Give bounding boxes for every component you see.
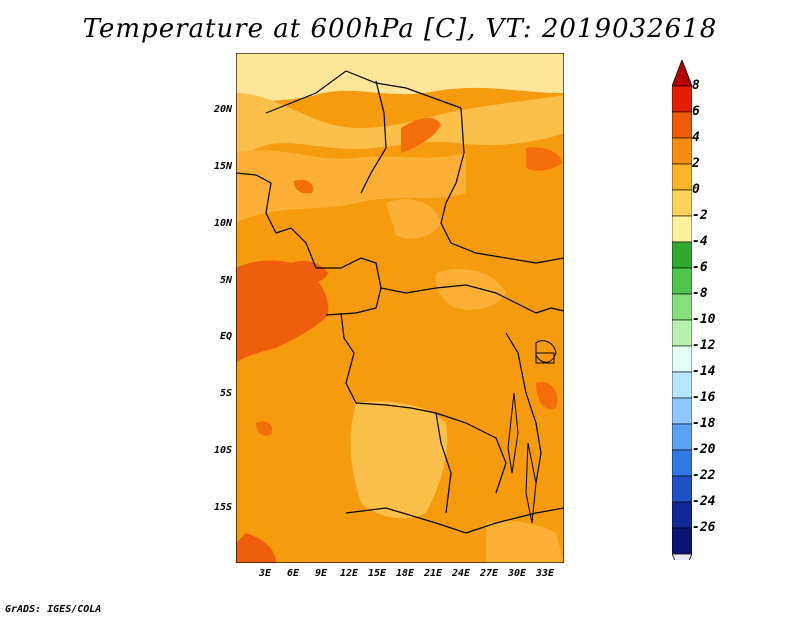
y-tick-label: EQ bbox=[219, 331, 232, 342]
colorbar-swatch bbox=[672, 241, 692, 269]
colorbar-tick-label: -24 bbox=[692, 494, 716, 509]
x-tick-label: 3E bbox=[258, 568, 272, 579]
x-tick-label: 15E bbox=[367, 568, 387, 579]
colorbar-swatch bbox=[672, 189, 692, 217]
colorbar-swatch bbox=[672, 111, 692, 139]
colorbar-swatch bbox=[672, 501, 692, 529]
colorbar-tick-label: -8 bbox=[692, 286, 708, 301]
colorbar-tick-label: -16 bbox=[692, 390, 716, 405]
colorbar-swatch bbox=[672, 475, 692, 503]
temperature-map bbox=[236, 53, 564, 563]
y-tick-label: 10S bbox=[213, 445, 232, 456]
x-tick-label: 33E bbox=[535, 568, 555, 579]
colorbar-tick-label: -2 bbox=[692, 208, 708, 223]
colorbar-swatch bbox=[672, 267, 692, 295]
x-tick-label: 6E bbox=[286, 568, 300, 579]
y-tick-label: 5S bbox=[219, 388, 232, 399]
colorbar-swatch bbox=[672, 215, 692, 243]
x-tick-label: 24E bbox=[451, 568, 471, 579]
colorbar-tick-label: 4 bbox=[692, 130, 700, 145]
x-tick-label: 9E bbox=[314, 568, 328, 579]
credit-text: GrADS: IGES/COLA bbox=[5, 604, 102, 615]
colorbar-tick-label: -4 bbox=[692, 234, 708, 249]
colorbar-tick-label: -22 bbox=[692, 468, 716, 483]
colorbar-swatch bbox=[672, 449, 692, 477]
x-tick-label: 27E bbox=[479, 568, 499, 579]
x-tick-label: 21E bbox=[423, 568, 443, 579]
colorbar-swatch bbox=[672, 163, 692, 191]
colorbar-tick-label: 0 bbox=[692, 182, 700, 197]
colorbar-swatch bbox=[672, 137, 692, 165]
colorbar-tick-label: -14 bbox=[692, 364, 716, 379]
colorbar-tick-label: 2 bbox=[692, 156, 700, 171]
colorbar-tick-label: -6 bbox=[692, 260, 708, 275]
colorbar-swatch bbox=[672, 527, 692, 555]
x-tick-label: 30E bbox=[507, 568, 527, 579]
colorbar-swatch bbox=[672, 85, 692, 113]
y-tick-label: 15N bbox=[213, 161, 232, 172]
colorbar-tick-label: 6 bbox=[692, 104, 700, 119]
y-tick-label: 20N bbox=[213, 104, 232, 115]
y-tick-label: 10N bbox=[213, 218, 232, 229]
colorbar-swatch bbox=[672, 345, 692, 373]
map-title: Temperature at 600hPa [C], VT: 201903261… bbox=[82, 14, 718, 44]
colorbar-tick-label: -10 bbox=[692, 312, 716, 327]
colorbar-bottom-arrow bbox=[672, 553, 692, 560]
colorbar-tick-label: -26 bbox=[692, 520, 716, 535]
colorbar-tick-label: -20 bbox=[692, 442, 716, 457]
colorbar-swatch bbox=[672, 397, 692, 425]
colorbar-swatch bbox=[672, 293, 692, 321]
x-tick-label: 18E bbox=[395, 568, 415, 579]
colorbar-top-arrow bbox=[672, 60, 692, 87]
colorbar-tick-label: -18 bbox=[692, 416, 716, 431]
colorbar-swatch bbox=[672, 423, 692, 451]
y-tick-label: 15S bbox=[213, 502, 232, 513]
x-tick-label: 12E bbox=[339, 568, 359, 579]
colorbar bbox=[672, 60, 692, 560]
colorbar-tick-label: 8 bbox=[692, 78, 700, 93]
colorbar-tick-label: -12 bbox=[692, 338, 716, 353]
y-tick-label: 5N bbox=[219, 275, 232, 286]
colorbar-swatch bbox=[672, 319, 692, 347]
colorbar-swatch bbox=[672, 371, 692, 399]
